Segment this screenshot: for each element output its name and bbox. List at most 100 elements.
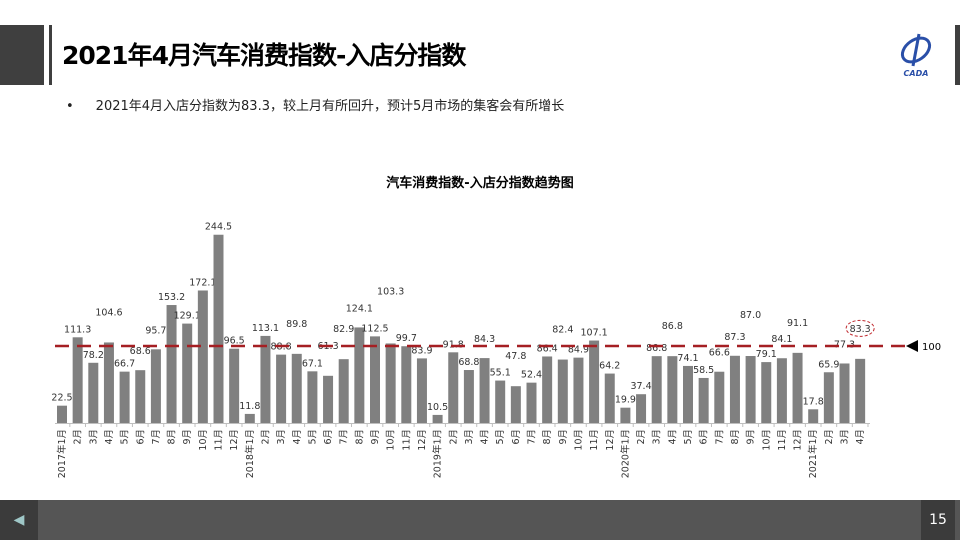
data-label: 89.8 (286, 319, 307, 330)
x-tick-label: 2018年1月 (244, 429, 256, 478)
data-label: 37.4 (630, 381, 651, 392)
data-label: 67.1 (302, 358, 323, 369)
bar (416, 358, 427, 423)
bar-chart: 22.5 2017年1月 111.3 2月 78.2 3月 104.6 4月 66.7 5月 68.… (51, 222, 941, 478)
bar (792, 352, 803, 423)
bar (855, 358, 866, 423)
x-tick-label: 8月 (354, 429, 365, 445)
bar (463, 370, 474, 423)
x-tick-label: 4月 (480, 429, 491, 445)
x-tick-label: 12月 (605, 429, 616, 451)
x-tick-label: 10月 (198, 429, 209, 451)
bar (636, 394, 647, 423)
bar (761, 362, 772, 423)
bar (683, 365, 693, 423)
bar (808, 409, 819, 423)
triangle-left-icon: ◀ (13, 512, 25, 528)
data-label: 79.1 (756, 349, 777, 360)
bar (620, 407, 631, 423)
bar (323, 375, 334, 423)
data-label: 83.9 (411, 345, 432, 356)
bar (479, 358, 490, 423)
x-tick-label: 10月 (761, 429, 772, 451)
data-label: 112.5 (361, 323, 388, 334)
x-tick-label: 2月 (824, 429, 835, 445)
bar (823, 372, 834, 423)
bar (103, 342, 114, 423)
bar (244, 413, 255, 423)
x-tick-label: 5月 (307, 429, 318, 445)
x-tick-label: 5月 (683, 429, 694, 445)
data-label: 104.6 (95, 307, 122, 318)
data-label: 66.6 (709, 348, 730, 359)
data-label: 91.1 (787, 318, 808, 329)
data-label: 103.3 (377, 286, 404, 297)
bar (526, 382, 537, 423)
bullet-text: 2021年4月入店分指数为83.3，较上月有所回升，预计5月市场的集客会有所增长 (95, 99, 565, 114)
data-label: 82.9 (333, 324, 354, 335)
data-label: 86.8 (646, 343, 667, 354)
x-tick-label: 9月 (370, 429, 381, 445)
data-label: 87.3 (724, 332, 745, 343)
x-tick-label: 11月 (589, 429, 600, 451)
data-label: 84.3 (474, 334, 495, 345)
x-tick-label: 4月 (667, 429, 678, 445)
bar (119, 371, 130, 423)
x-tick-label: 2月 (73, 429, 84, 445)
x-tick-label: 2017年1月 (56, 429, 68, 478)
data-label: 99.7 (396, 333, 417, 344)
data-label: 58.5 (693, 365, 714, 376)
x-tick-label: 8月 (542, 429, 553, 445)
reference-label: 100 (922, 342, 941, 353)
x-tick-label: 7月 (339, 429, 350, 445)
data-label: 74.1 (677, 353, 698, 364)
data-label: 87.0 (740, 310, 761, 321)
data-label: 52.4 (521, 370, 542, 381)
x-tick-label: 6月 (135, 429, 146, 445)
x-tick-label: 11月 (777, 429, 788, 451)
logo-text: CADA (904, 69, 929, 78)
data-label: 86.8 (662, 321, 683, 332)
bar (589, 340, 600, 423)
x-tick-label: 2月 (260, 429, 271, 445)
x-tick-label: 5月 (120, 429, 131, 445)
x-tick-label: 8月 (730, 429, 741, 445)
x-tick-label: 11月 (214, 429, 225, 451)
x-tick-label: 6月 (511, 429, 522, 445)
x-tick-label: 2月 (636, 429, 647, 445)
bar (495, 380, 506, 423)
bar (714, 371, 725, 423)
x-tick-label: 5月 (495, 429, 506, 445)
header-block (0, 25, 44, 85)
bar (166, 305, 177, 423)
data-label: 17.8 (803, 396, 824, 407)
data-label: 77.3 (834, 339, 855, 350)
data-label: 64.2 (599, 361, 620, 372)
x-tick-label: 7月 (714, 429, 725, 445)
bar (604, 373, 615, 423)
data-label: 65.9 (818, 359, 839, 370)
bar (276, 354, 287, 423)
prev-slide-button[interactable]: ◀ (0, 500, 38, 540)
bar (229, 348, 240, 423)
bar (745, 356, 756, 423)
bar (651, 356, 662, 423)
data-label: 84.9 (568, 345, 589, 356)
data-label: 86.4 (537, 343, 558, 354)
x-tick-label: 12月 (229, 429, 240, 451)
data-label: 11.8 (239, 401, 260, 412)
x-tick-label: 10月 (386, 429, 397, 451)
data-label: 95.7 (145, 325, 166, 336)
x-tick-label: 2月 (448, 429, 459, 445)
x-tick-label: 4月 (855, 429, 866, 445)
x-tick-label: 3月 (840, 429, 851, 445)
data-label: 172.1 (189, 277, 216, 288)
bar (213, 234, 224, 423)
bar (291, 353, 302, 423)
x-tick-label: 4月 (292, 429, 303, 445)
page-number: 15 (921, 500, 955, 540)
bar (182, 323, 193, 423)
bar (260, 335, 271, 423)
bar (370, 336, 380, 423)
bullet-point: • 2021年4月入店分指数为83.3，较上月有所回升，预计5月市场的集客会有所增… (66, 99, 565, 114)
